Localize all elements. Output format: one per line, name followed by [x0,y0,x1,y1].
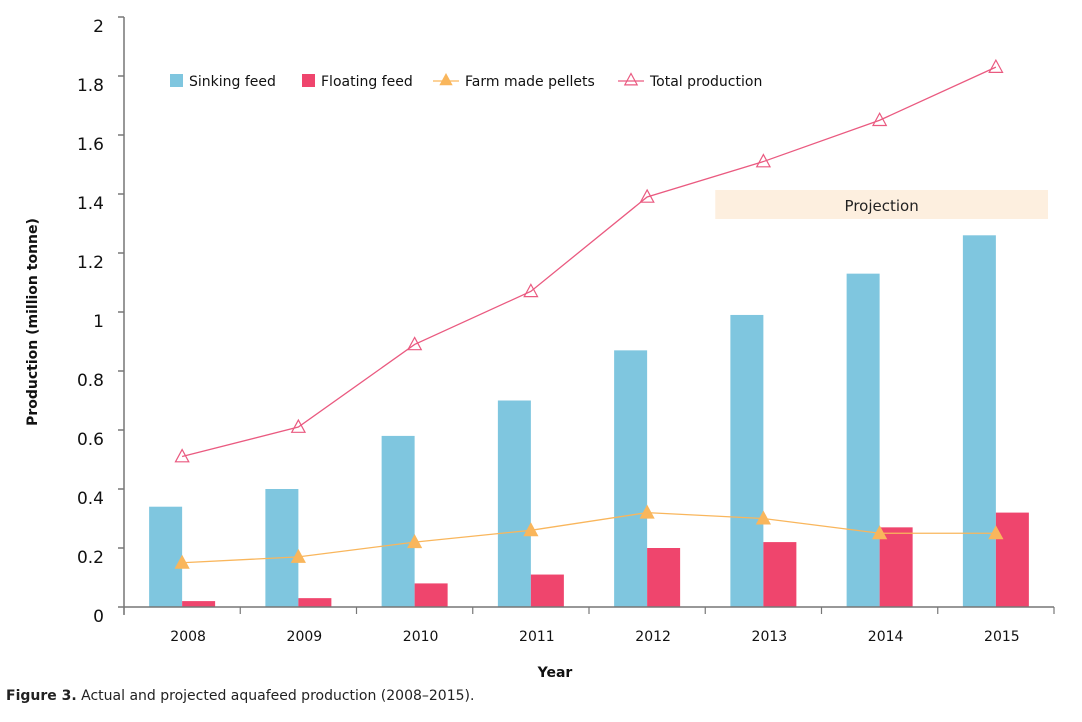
legend-label-total-production: Total production [649,74,762,90]
y-tick-label: 0.8 [77,371,104,391]
x-tick-label: 2010 [403,629,439,645]
floating-feed-bar [298,598,332,607]
y-tick-label: 0 [93,607,104,627]
floating-feed-bar [647,548,681,607]
caption-label: Figure 3. [6,688,77,704]
legend-marker-total-production [623,72,639,86]
x-tick-label: 2009 [287,629,323,645]
floating-feed-bar [414,583,448,607]
total-production-line [181,66,997,458]
sinking-feed-bar [381,435,415,607]
y-tick-label: 1.6 [77,135,104,155]
floating-feed-bar [763,542,797,607]
floating-feed-bar [182,601,216,607]
legend-item-sinking-feed: Sinking feed [170,74,276,90]
total-production-marker [871,111,888,127]
legend-marker-farm-made-pellets [439,73,453,86]
farm-made-pellets-marker [174,554,190,569]
farm-made-pellets-marker [523,522,539,537]
legend-item-floating-feed: Floating feed [302,74,413,90]
sinking-feed-bar [962,235,996,608]
legend-item-total-production: Total production [618,72,762,90]
floating-feed-bar [995,512,1029,607]
total-production-marker [988,58,1004,74]
x-tick-label: 2015 [984,629,1020,645]
legend-label-farm-made-pellets: Farm made pellets [465,74,595,90]
x-tick-label: 2012 [635,629,671,645]
legend-label-floating-feed: Floating feed [321,74,413,90]
farm-made-pellets-marker [290,548,306,563]
sinking-feed-bar [730,314,764,607]
sinking-feed-bar [149,506,183,607]
farm-made-pellets-line [182,511,996,564]
figure-caption: Figure 3. Actual and projected aquafeed … [6,688,474,704]
sinking-feed-bar [497,400,531,607]
total-production-marker [174,448,190,463]
x-tick-label: 2011 [519,629,555,645]
legend-item-farm-made-pellets: Farm made pellets [433,73,595,90]
y-tick-label: 1 [93,312,104,332]
caption-text: Actual and projected aquafeed production… [76,688,475,704]
total-production-marker [639,188,655,203]
y-tick-label: 1.8 [77,76,104,96]
x-ticks: 2008 2009 2010 2011 2012 2013 2014 2015 [123,607,1055,645]
x-tick-label: 2013 [752,629,788,645]
x-axis-title: Year [537,665,573,681]
y-ticks: 0 0.2 0.4 0.6 0.8 1 1.2 1.4 1.6 1.8 2 [77,16,124,627]
x-tick-label: 2008 [170,629,206,645]
total-production-marker [755,153,772,168]
total-production-marker [406,336,423,351]
farm-made-pellets-marker [872,525,888,540]
projection-label: Projection [845,197,919,215]
y-tick-label: 0.2 [77,548,104,568]
legend-swatch-sinking-feed [170,74,183,87]
y-tick-label: 0.6 [77,430,104,450]
lines-layer [174,58,1004,569]
sinking-feed-bar [846,273,880,607]
bars-layer [149,235,1029,608]
x-tick-label: 2014 [868,629,904,645]
legend: Sinking feed Floating feed Farm made pelle… [170,72,762,90]
farm-made-pellets-marker [407,534,423,549]
farm-made-pellets-marker [755,510,771,525]
projection-band [715,190,1048,219]
floating-feed-bar [879,527,913,607]
y-tick-label: 0.4 [77,489,104,509]
legend-label-sinking-feed: Sinking feed [189,74,276,90]
y-axis-title: Production (million tonne) [25,218,41,426]
total-production-marker [523,283,539,298]
sinking-feed-bar [614,350,648,607]
floating-feed-bar [530,574,564,607]
legend-swatch-floating-feed [302,74,315,87]
farm-made-pellets-marker [639,504,655,519]
y-tick-label: 1.4 [77,194,104,214]
y-tick-label: 2 [93,17,104,37]
total-production-marker [290,418,307,433]
farm-made-pellets-marker [988,525,1004,540]
y-tick-label: 1.2 [77,253,104,273]
sinking-feed-bar [265,489,299,607]
